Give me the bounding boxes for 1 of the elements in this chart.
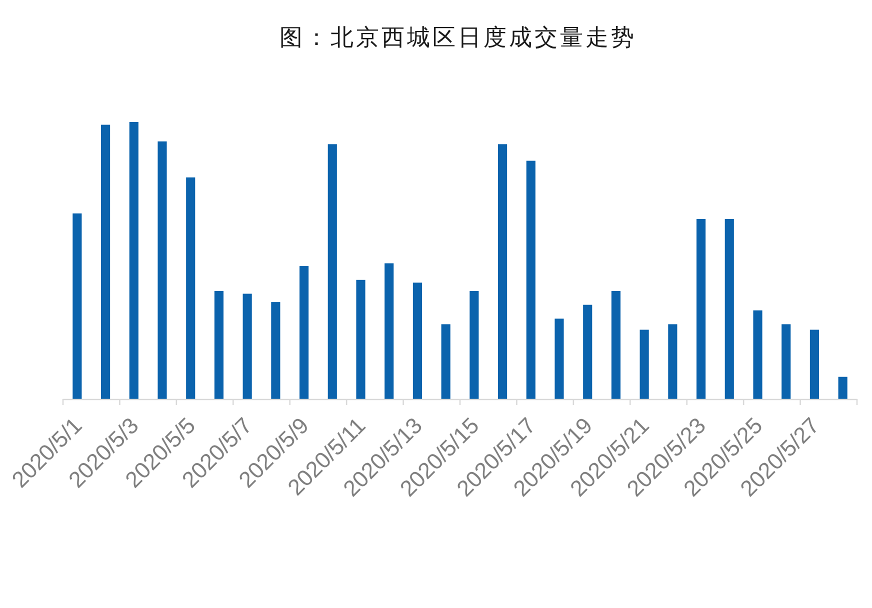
title: 图：北京西城区日度成交量走势 (280, 25, 636, 51)
